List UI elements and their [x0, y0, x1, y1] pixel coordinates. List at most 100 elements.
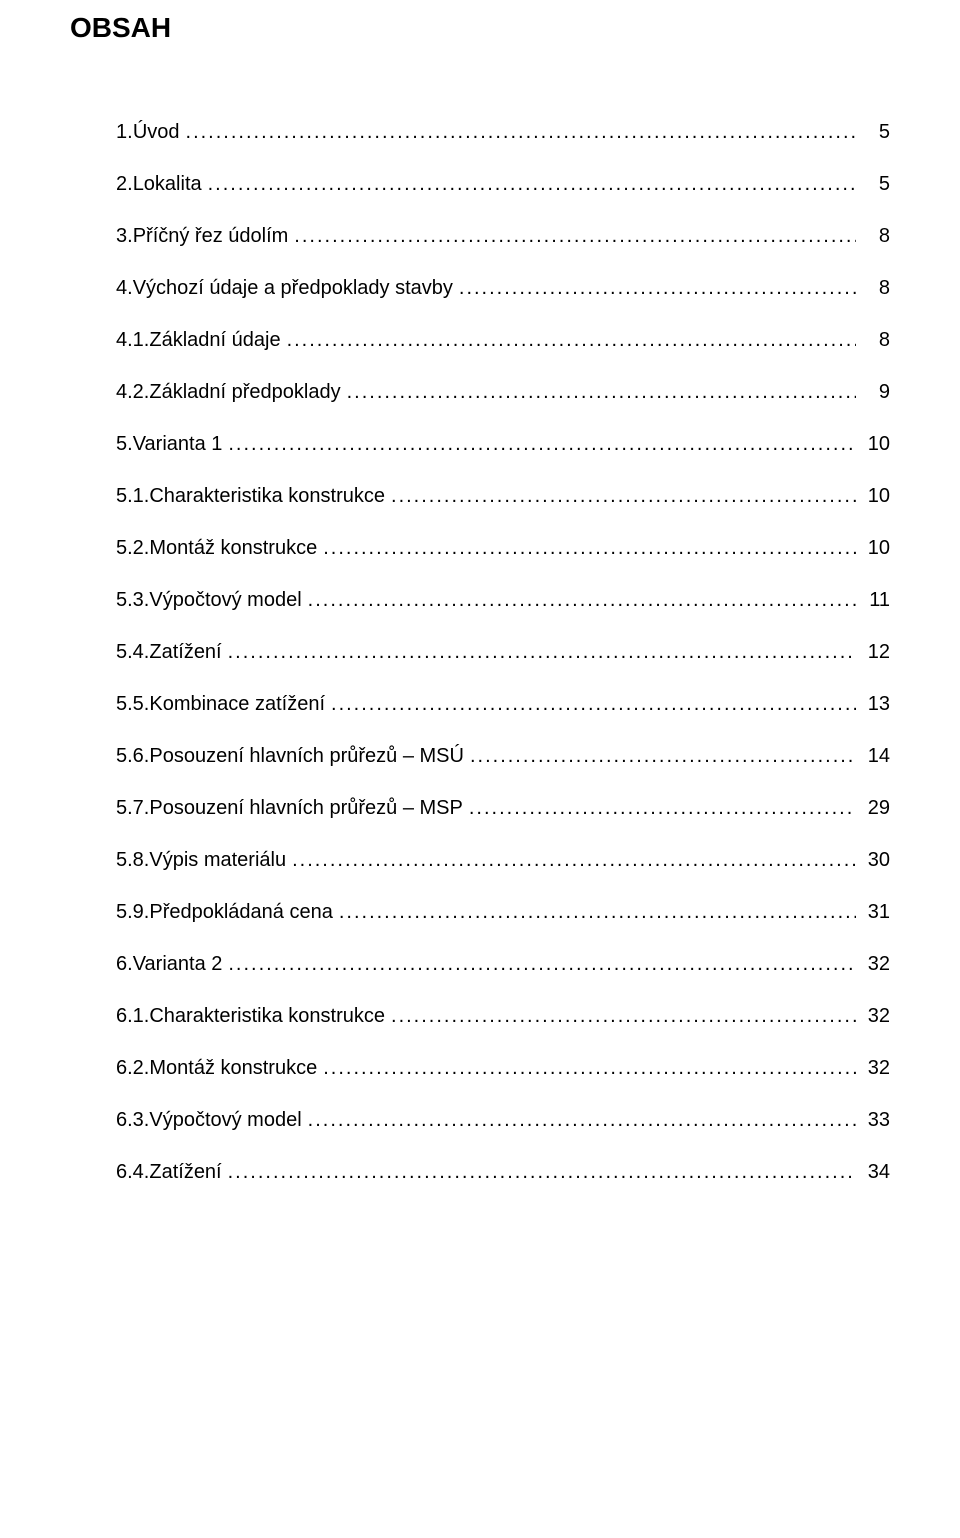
- toc-leader: [228, 954, 856, 974]
- toc-page: 12: [862, 642, 890, 662]
- toc-title: Zatížení: [149, 642, 221, 662]
- toc-leader: [323, 538, 856, 558]
- toc-entry: 3. Příčný řez údolím 8: [70, 226, 890, 246]
- toc-page: 10: [862, 538, 890, 558]
- toc-number: 5.8.: [116, 850, 149, 870]
- toc-entry: 6.3. Výpočtový model 33: [70, 1110, 890, 1130]
- toc-leader: [228, 642, 856, 662]
- toc-leader: [459, 278, 856, 298]
- toc-page: 32: [862, 1006, 890, 1026]
- toc-page: 11: [862, 590, 890, 610]
- toc-title: Výpočtový model: [149, 590, 301, 610]
- toc-entry: 5.5. Kombinace zatížení 13: [70, 694, 890, 714]
- toc-title: Zatížení: [149, 1162, 221, 1182]
- toc-number: 5.: [116, 434, 133, 454]
- toc-leader: [208, 174, 856, 194]
- toc-number: 5.5.: [116, 694, 149, 714]
- toc-leader: [228, 434, 856, 454]
- toc-entry: 1. Úvod 5: [70, 122, 890, 142]
- toc-title: Předpokládaná cena: [149, 902, 332, 922]
- toc-page: 13: [862, 694, 890, 714]
- toc-entry: 5.7. Posouzení hlavních průřezů – MSP 29: [70, 798, 890, 818]
- toc-number: 6.4.: [116, 1162, 149, 1182]
- toc-title: Základní údaje: [149, 330, 280, 350]
- toc-number: 4.1.: [116, 330, 149, 350]
- toc-number: 6.2.: [116, 1058, 149, 1078]
- toc-page: 32: [862, 954, 890, 974]
- toc-title: Výchozí údaje a předpoklady stavby: [133, 278, 453, 298]
- toc-title: Výpočtový model: [149, 1110, 301, 1130]
- toc-leader: [186, 122, 856, 142]
- toc-title: Charakteristika konstrukce: [149, 1006, 385, 1026]
- toc-entry: 6.1. Charakteristika konstrukce 32: [70, 1006, 890, 1026]
- toc-number: 6.3.: [116, 1110, 149, 1130]
- toc-entry: 5.9. Předpokládaná cena 31: [70, 902, 890, 922]
- toc-title: Varianta 1: [133, 434, 223, 454]
- toc-entry: 4. Výchozí údaje a předpoklady stavby 8: [70, 278, 890, 298]
- toc-title: Montáž konstrukce: [149, 1058, 317, 1078]
- toc-page: 30: [862, 850, 890, 870]
- toc-title: Základní předpoklady: [149, 382, 340, 402]
- toc-page: 5: [862, 122, 890, 142]
- toc-title: Úvod: [133, 122, 180, 142]
- toc-number: 5.4.: [116, 642, 149, 662]
- toc-entry: 4.1. Základní údaje 8: [70, 330, 890, 350]
- toc-number: 1.: [116, 122, 133, 142]
- toc-entry: 5. Varianta 1 10: [70, 434, 890, 454]
- toc-number: 4.: [116, 278, 133, 298]
- toc-title: Posouzení hlavních průřezů – MSP: [149, 798, 463, 818]
- toc-page: 8: [862, 226, 890, 246]
- toc-leader: [391, 486, 856, 506]
- toc-leader: [469, 798, 856, 818]
- toc-entry: 5.1. Charakteristika konstrukce 10: [70, 486, 890, 506]
- toc-number: 5.9.: [116, 902, 149, 922]
- toc-entry: 5.6. Posouzení hlavních průřezů – MSÚ 14: [70, 746, 890, 766]
- toc-page: 8: [862, 278, 890, 298]
- toc-entry: 6. Varianta 2 32: [70, 954, 890, 974]
- toc-entry: 4.2. Základní předpoklady 9: [70, 382, 890, 402]
- toc-entry: 5.4. Zatížení 12: [70, 642, 890, 662]
- toc-number: 6.: [116, 954, 133, 974]
- toc-entry: 5.3. Výpočtový model 11: [70, 590, 890, 610]
- toc-entry: 6.4. Zatížení 34: [70, 1162, 890, 1182]
- toc-page: 33: [862, 1110, 890, 1130]
- toc-title: Lokalita: [133, 174, 202, 194]
- toc-title: Posouzení hlavních průřezů – MSÚ: [149, 746, 464, 766]
- toc-number: 5.7.: [116, 798, 149, 818]
- toc-entry: 5.2. Montáž konstrukce 10: [70, 538, 890, 558]
- toc-title: Příčný řez údolím: [133, 226, 289, 246]
- toc-title: Výpis materiálu: [149, 850, 286, 870]
- toc-leader: [470, 746, 856, 766]
- toc-page: 8: [862, 330, 890, 350]
- toc-leader: [294, 226, 856, 246]
- page-title: OBSAH: [70, 12, 890, 44]
- toc-leader: [308, 1110, 856, 1130]
- toc-entry: 2. Lokalita 5: [70, 174, 890, 194]
- toc-number: 3.: [116, 226, 133, 246]
- toc-leader: [391, 1006, 856, 1026]
- toc-number: 2.: [116, 174, 133, 194]
- toc-leader: [347, 382, 856, 402]
- toc-page: 32: [862, 1058, 890, 1078]
- toc-number: 5.1.: [116, 486, 149, 506]
- toc-page: 14: [862, 746, 890, 766]
- toc-page: 10: [862, 486, 890, 506]
- toc-number: 5.2.: [116, 538, 149, 558]
- toc-leader: [323, 1058, 856, 1078]
- table-of-contents: 1. Úvod 5 2. Lokalita 5 3. Příčný řez úd…: [70, 122, 890, 1182]
- toc-number: 6.1.: [116, 1006, 149, 1026]
- toc-number: 5.3.: [116, 590, 149, 610]
- toc-number: 5.6.: [116, 746, 149, 766]
- toc-page: 9: [862, 382, 890, 402]
- toc-page: 31: [862, 902, 890, 922]
- toc-title: Montáž konstrukce: [149, 538, 317, 558]
- toc-leader: [228, 1162, 856, 1182]
- toc-entry: 6.2. Montáž konstrukce 32: [70, 1058, 890, 1078]
- toc-entry: 5.8. Výpis materiálu 30: [70, 850, 890, 870]
- toc-leader: [331, 694, 856, 714]
- toc-page: 34: [862, 1162, 890, 1182]
- toc-page: 5: [862, 174, 890, 194]
- toc-title: Charakteristika konstrukce: [149, 486, 385, 506]
- toc-leader: [287, 330, 856, 350]
- toc-number: 4.2.: [116, 382, 149, 402]
